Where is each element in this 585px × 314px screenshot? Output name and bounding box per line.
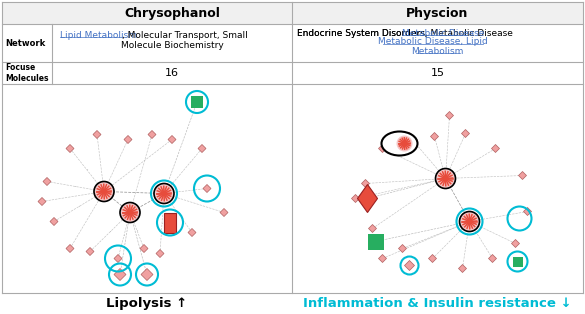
Polygon shape [491,144,500,153]
Polygon shape [462,129,470,138]
Polygon shape [198,144,206,153]
Polygon shape [518,171,527,180]
Polygon shape [378,255,387,263]
Polygon shape [114,255,122,263]
Text: ·: · [123,233,125,238]
Polygon shape [431,133,439,140]
Text: Physcion: Physcion [407,7,469,19]
Bar [2,2,583,24]
Text: , Molecular Transport, Small: , Molecular Transport, Small [122,30,248,40]
Text: Endocrine System Disorders, Metabolic Disease: Endocrine System Disorders, Metabolic Di… [297,29,513,37]
Text: Inflammation & Insulin resistance ↓: Inflammation & Insulin resistance ↓ [303,297,572,310]
Polygon shape [352,194,360,203]
Bar [512,257,522,267]
Text: 15: 15 [431,68,445,78]
Polygon shape [459,264,466,273]
Polygon shape [378,144,387,153]
Text: Molecule Biochemistry: Molecule Biochemistry [121,41,223,51]
Text: ·: · [78,204,80,209]
Polygon shape [188,229,196,236]
Polygon shape [362,180,370,187]
Bar [367,234,384,250]
Text: Endocrine System Disorders,: Endocrine System Disorders, [297,29,431,37]
Text: Network: Network [5,39,45,47]
Polygon shape [93,131,101,138]
Text: 16: 16 [165,68,179,78]
Text: Metabolic Disease, Lipid: Metabolic Disease, Lipid [378,37,487,46]
Polygon shape [114,268,126,280]
Polygon shape [203,185,211,192]
Polygon shape [168,136,176,143]
Bar [164,213,176,232]
Polygon shape [156,250,164,257]
Polygon shape [398,245,407,252]
Polygon shape [124,136,132,143]
Circle shape [154,183,174,203]
Text: ·: · [177,210,179,215]
Polygon shape [405,133,414,140]
Text: Lipolysis ↑: Lipolysis ↑ [106,297,188,310]
Polygon shape [38,198,46,205]
Text: ·: · [161,221,163,226]
Polygon shape [50,218,58,225]
Text: ·: · [136,228,137,233]
Polygon shape [141,268,153,280]
Text: ·: · [75,184,76,189]
Text: Lipid Metabolism: Lipid Metabolism [60,30,137,40]
Circle shape [397,136,412,151]
Polygon shape [428,255,436,263]
Circle shape [435,169,456,188]
Text: Chrysophanol: Chrysophanol [124,7,220,19]
Polygon shape [446,111,453,120]
Circle shape [94,181,114,202]
Polygon shape [524,208,532,215]
Polygon shape [511,240,519,247]
Polygon shape [357,185,377,213]
Polygon shape [404,261,415,270]
Circle shape [459,212,480,231]
Polygon shape [369,225,377,232]
Text: ·: · [86,167,88,172]
Polygon shape [66,144,74,153]
Circle shape [120,203,140,223]
Text: Focuse
Molecules: Focuse Molecules [5,63,49,83]
Polygon shape [220,208,228,216]
Polygon shape [86,247,94,256]
Polygon shape [488,255,497,263]
Text: ·: · [109,230,111,235]
Text: Metabolic Disease: Metabolic Disease [402,29,484,37]
Polygon shape [43,177,51,186]
Text: Metabolism: Metabolism [411,46,464,56]
Polygon shape [140,245,148,252]
Ellipse shape [381,132,418,155]
Polygon shape [66,245,74,252]
Bar [191,96,203,108]
Polygon shape [148,131,156,138]
